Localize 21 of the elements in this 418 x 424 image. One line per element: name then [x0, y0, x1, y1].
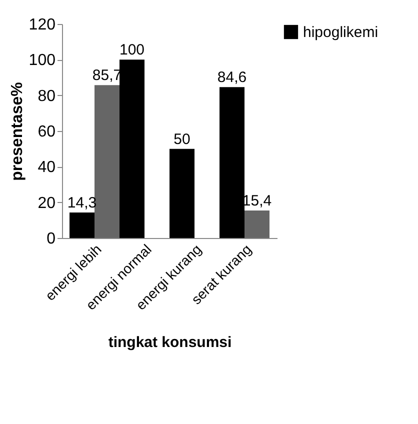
bar	[70, 212, 94, 238]
y-tick-label: 40	[38, 159, 56, 176]
x-axis-title: tingkat konsumsi	[108, 334, 232, 351]
data-label: 15,4	[242, 192, 272, 210]
data-label: 50	[174, 130, 190, 148]
bar	[170, 148, 194, 238]
y-tick-label: 0	[46, 230, 56, 248]
data-label: 85,7	[92, 67, 122, 84]
y-tick-label: 80	[38, 88, 56, 105]
data-label: 100	[119, 42, 145, 59]
y-axis-title: presentase%	[8, 82, 26, 181]
y-tick-label: 100	[28, 52, 56, 70]
data-label: 84,6	[217, 69, 247, 86]
bar	[120, 60, 144, 238]
y-tick-label: 120	[28, 16, 56, 34]
bar	[244, 210, 270, 238]
y-tick-label: 60	[38, 124, 56, 140]
legend-label: hipoglikemi	[303, 24, 378, 41]
y-tick-label: 20	[38, 194, 56, 212]
bar	[220, 87, 244, 238]
bar	[94, 85, 120, 238]
